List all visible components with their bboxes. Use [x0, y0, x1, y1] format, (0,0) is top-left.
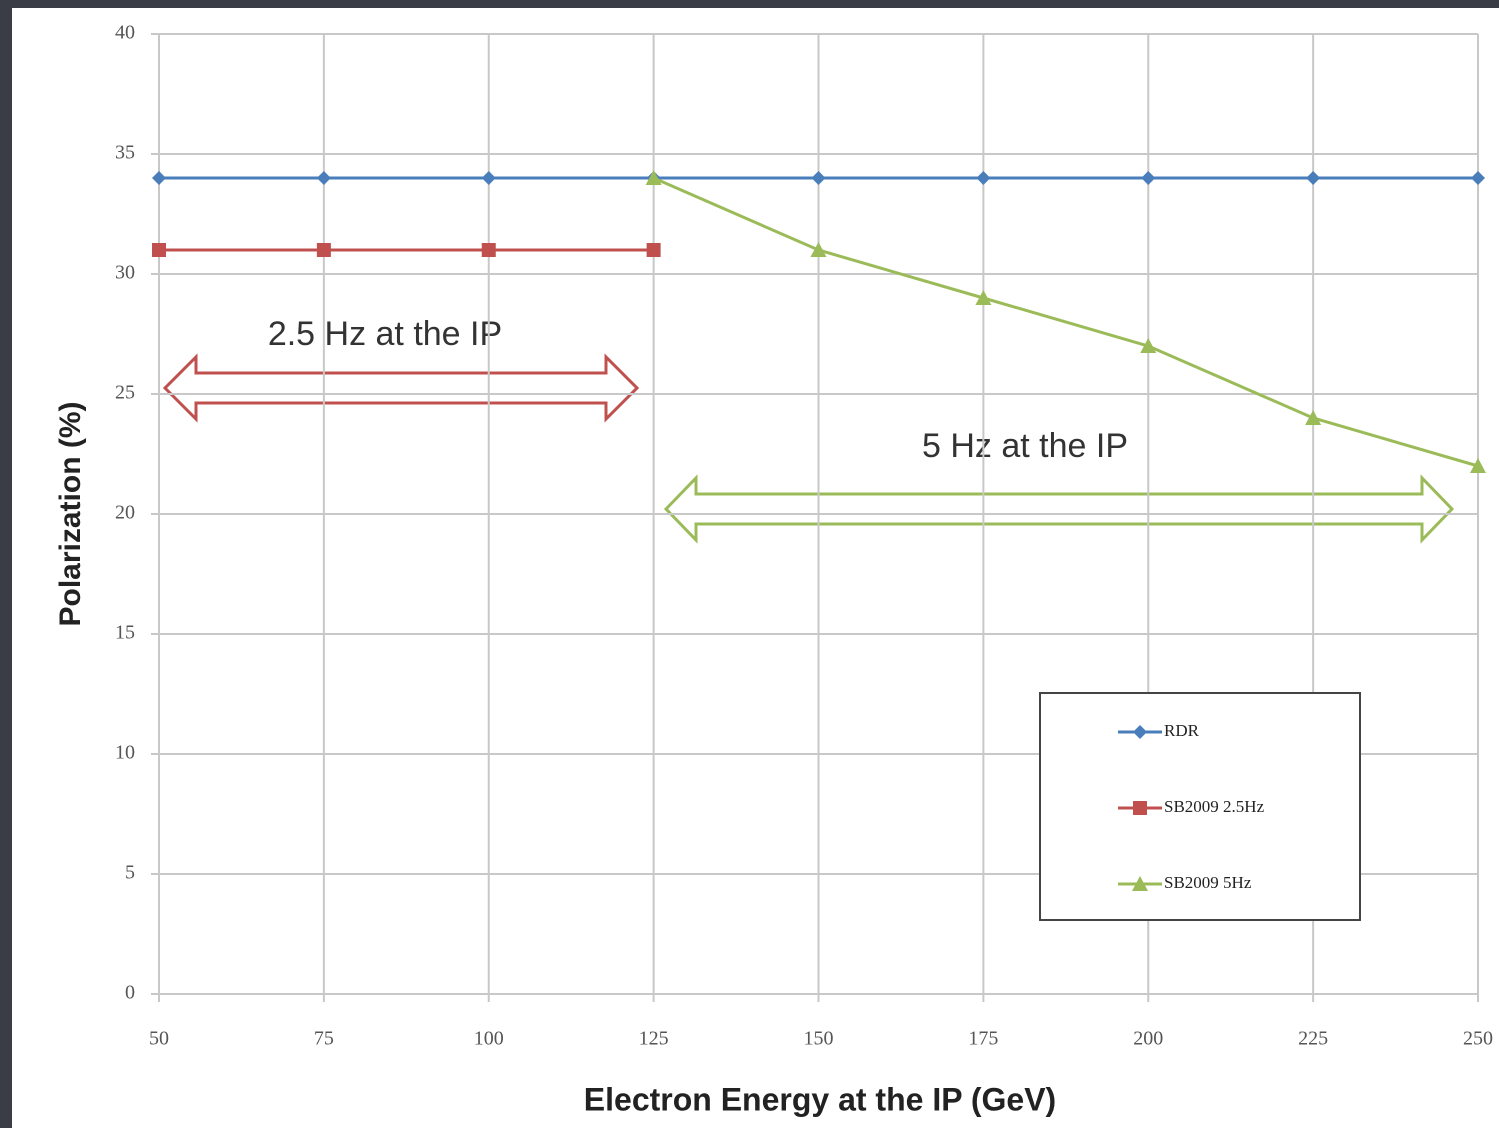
- data-point: [152, 171, 166, 185]
- y-tick-label: 40: [115, 22, 135, 44]
- legend-marker: [1132, 876, 1148, 891]
- data-point: [1306, 171, 1321, 185]
- y-tick-label: 30: [115, 262, 135, 284]
- x-tick-label: 250: [1463, 1028, 1493, 1050]
- x-tick-label: 150: [804, 1028, 834, 1050]
- legend-label: RDR: [1164, 721, 1200, 740]
- x-tick-label: 200: [1133, 1028, 1163, 1050]
- x-tick-label: 50: [149, 1028, 169, 1050]
- x-tick-label: 225: [1298, 1028, 1328, 1050]
- chart-background: [12, 8, 1499, 1128]
- data-point: [1470, 458, 1486, 473]
- data-point: [1471, 171, 1485, 185]
- y-tick-label: 15: [115, 622, 135, 644]
- series-line: [653, 176, 1479, 468]
- data-point: [481, 171, 496, 185]
- x-tick-label: 75: [314, 1028, 334, 1050]
- y-tick-label: 10: [115, 742, 135, 764]
- x-tick-label: 175: [968, 1028, 998, 1050]
- annotation: 2.5 Hz at the IP: [268, 315, 502, 353]
- data-point: [316, 243, 331, 257]
- y-tick-label: 25: [115, 382, 135, 404]
- y-tick-label: 20: [115, 502, 135, 524]
- plot: 0 5 10 15 20 25 30 35 40 50 75 100 125 150 175 200 225 25…: [115, 22, 1493, 1050]
- data-point: [316, 171, 331, 185]
- data-point: [1305, 410, 1322, 425]
- y-tick-label: 0: [125, 982, 135, 1004]
- x-tick-label: 100: [474, 1028, 504, 1050]
- data-point: [811, 171, 826, 185]
- x-tick-label: 125: [639, 1028, 669, 1050]
- data-point: [976, 171, 991, 185]
- legend-label: SB2009 2.5Hz: [1164, 797, 1265, 816]
- range-arrow: [663, 474, 1455, 544]
- y-tick-label: 5: [125, 862, 135, 884]
- y-axis-label: Polarization (%): [54, 401, 87, 626]
- legend-marker: [1133, 801, 1147, 815]
- data-point: [975, 290, 992, 305]
- data-point: [1141, 171, 1156, 185]
- x-axis-label: Electron Energy at the IP (GeV): [584, 1081, 1056, 1117]
- legend-label: SB2009 5Hz: [1164, 873, 1252, 892]
- legend-box: [1039, 692, 1361, 921]
- data-point: [810, 242, 827, 257]
- range-arrow: [162, 353, 640, 423]
- data-point: [152, 243, 166, 257]
- data-point: [481, 243, 496, 257]
- data-point: [1140, 338, 1157, 353]
- data-point: [645, 170, 662, 185]
- y-tick-label: 35: [115, 142, 135, 164]
- legend-marker: [1133, 725, 1147, 739]
- annotation: 5 Hz at the IP: [922, 427, 1128, 465]
- data-point: [646, 243, 661, 257]
